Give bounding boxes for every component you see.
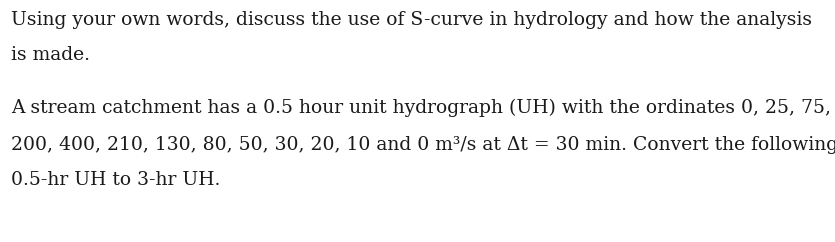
Text: 200, 400, 210, 130, 80, 50, 30, 20, 10 and 0 m³/s at Δt = 30 min. Convert the fo: 200, 400, 210, 130, 80, 50, 30, 20, 10 a… [11,136,835,153]
Text: is made.: is made. [11,46,90,64]
Text: Using your own words, discuss the use of S-curve in hydrology and how the analys: Using your own words, discuss the use of… [11,11,812,29]
Text: 0.5-hr UH to 3-hr UH.: 0.5-hr UH to 3-hr UH. [11,171,220,189]
Text: A stream catchment has a 0.5 hour unit hydrograph (UH) with the ordinates 0, 25,: A stream catchment has a 0.5 hour unit h… [11,99,831,117]
